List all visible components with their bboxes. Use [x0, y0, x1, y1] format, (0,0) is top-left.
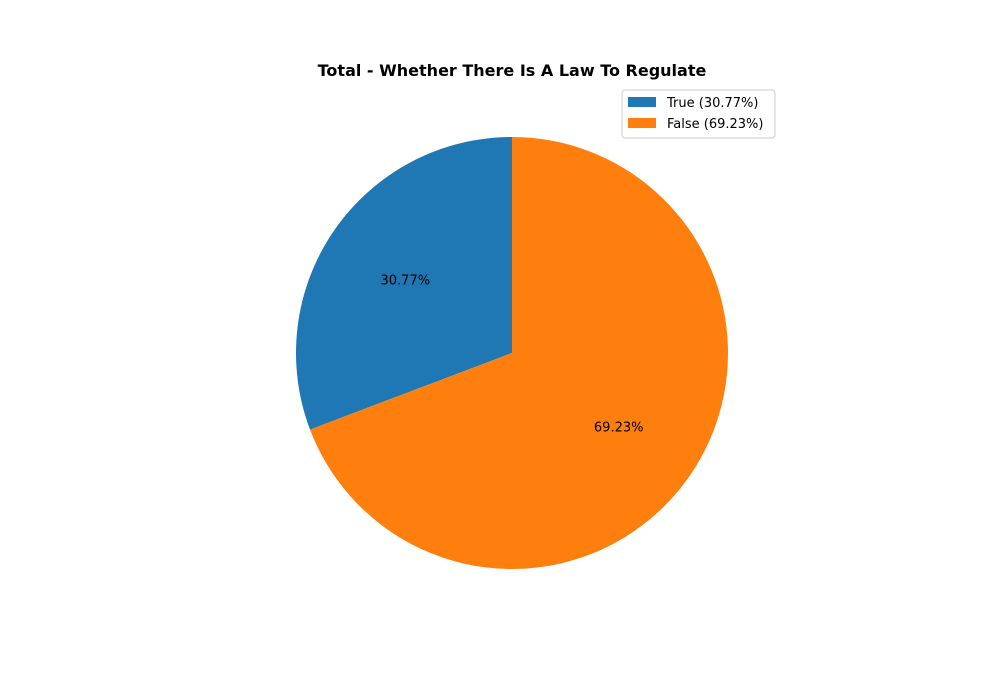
slice-label-true: 30.77% — [381, 273, 431, 288]
chart-title: Total - Whether There Is A Law To Regula… — [318, 61, 707, 80]
pie-slice-false — [310, 137, 729, 569]
pie-slice-true — [296, 137, 512, 430]
slice-label-false: 69.23% — [594, 421, 644, 436]
legend-swatch-true — [628, 97, 656, 107]
legend-label-true: True (30.77%) — [666, 96, 758, 111]
legend-label-false: False (69.23%) — [667, 117, 763, 132]
pie-slice-labels: 30.77% 69.23% — [381, 273, 644, 435]
pie-slices — [296, 137, 729, 569]
legend-items: True (30.77%) False (69.23%) — [628, 96, 763, 132]
legend: True (30.77%) False (69.23%) — [621, 89, 776, 139]
legend-frame — [621, 89, 776, 139]
legend-swatch-false — [628, 118, 656, 128]
